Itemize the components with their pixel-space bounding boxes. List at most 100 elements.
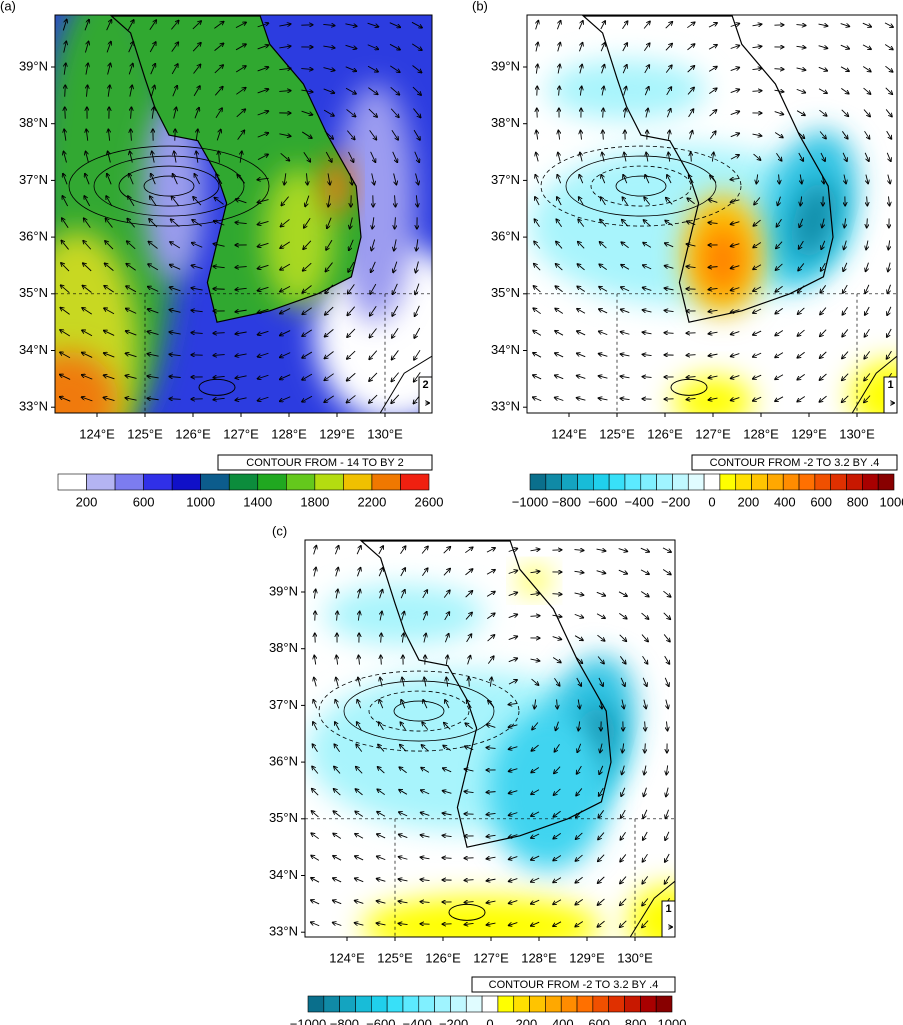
wind-vector	[355, 878, 364, 883]
wind-vector	[775, 308, 783, 313]
wind-vector	[731, 354, 740, 357]
wind-vector	[820, 307, 827, 315]
wind-vector	[194, 174, 200, 185]
wind-vector	[797, 373, 805, 379]
lon-label: 127°E	[695, 426, 731, 441]
wind-vector	[369, 372, 378, 381]
map-field	[305, 540, 675, 937]
wind-vector	[355, 789, 363, 796]
lat-label: 34°N	[19, 342, 48, 357]
colorbar-swatch	[529, 473, 547, 491]
wind-vector	[730, 45, 740, 49]
wind-vector	[416, 195, 417, 206]
wind-vector	[148, 242, 158, 249]
wind-vector	[377, 856, 386, 861]
wind-vector	[370, 306, 377, 315]
wind-vector	[621, 376, 630, 378]
lon-label: 126°E	[647, 426, 683, 441]
colorbar-label: −400	[403, 1016, 432, 1025]
wind-vector	[149, 219, 158, 228]
wind-vector	[301, 131, 312, 138]
wind-vector	[486, 792, 496, 793]
contour-line	[540, 145, 742, 227]
wind-vector	[820, 152, 825, 161]
wind-vector	[640, 547, 649, 552]
contour-line	[93, 155, 245, 217]
wind-vector	[192, 243, 203, 248]
wind-vector	[536, 130, 537, 140]
wind-vector	[644, 87, 648, 96]
wind-vector	[280, 241, 291, 248]
wind-vector	[412, 86, 421, 95]
wind-vector	[377, 789, 385, 796]
wind-vector	[412, 65, 422, 72]
wind-vector	[554, 766, 561, 774]
wind-vector	[400, 745, 407, 752]
colorbar-swatch	[592, 995, 609, 1013]
wind-vector	[445, 700, 450, 709]
wind-vector	[642, 898, 649, 905]
wind-vector	[621, 309, 630, 313]
wind-vector	[578, 721, 579, 730]
wind-vector	[624, 87, 627, 96]
wind-vector	[192, 220, 203, 227]
wind-vector	[104, 308, 115, 315]
wind-vector	[643, 288, 652, 291]
wind-vector	[841, 109, 849, 116]
wind-vector	[509, 857, 518, 860]
wind-vector	[219, 151, 220, 163]
wind-vector	[350, 217, 353, 228]
lat-label: 38°N	[19, 115, 48, 130]
wind-vector	[690, 131, 693, 140]
wind-vector	[345, 24, 356, 26]
wind-vector	[819, 109, 826, 116]
colorbar-label: 1000	[880, 494, 903, 509]
wind-vector	[842, 373, 849, 381]
wind-vector	[443, 791, 452, 794]
lat-label: 34°N	[491, 342, 520, 357]
wind-vector	[444, 723, 451, 730]
wind-vector	[191, 288, 203, 290]
field-patch	[546, 59, 707, 120]
colorbar-swatch	[307, 995, 325, 1013]
wind-vector	[641, 612, 649, 619]
wind-vector	[422, 590, 427, 599]
wind-vector	[258, 330, 269, 334]
wind-vector	[280, 374, 291, 380]
wind-vector	[301, 90, 312, 92]
wind-vector	[843, 284, 848, 293]
wind-vector	[820, 329, 827, 337]
wind-vector	[85, 174, 90, 185]
wind-vector	[257, 111, 269, 116]
colorbar-swatch	[703, 473, 721, 491]
colorbar-label: 1400	[243, 494, 272, 509]
wind-vector	[381, 633, 382, 643]
wind-vector	[380, 678, 382, 687]
colorbar-swatch	[339, 995, 356, 1013]
wind-vector	[841, 87, 848, 93]
colorbar-swatch	[402, 995, 420, 1013]
wind-vector	[599, 264, 607, 271]
wind-vector	[552, 636, 562, 640]
colorbar-label: 1000	[186, 494, 215, 509]
wind-vector	[281, 196, 289, 206]
wind-vector	[324, 373, 334, 381]
lat-label: 36°N	[269, 754, 298, 769]
wind-vector	[665, 266, 674, 269]
wind-vector	[358, 678, 360, 687]
wind-vector	[377, 923, 386, 925]
wind-vector	[598, 854, 605, 862]
wind-vector	[304, 218, 311, 227]
wind-vector	[378, 745, 385, 752]
wind-vector	[400, 568, 405, 577]
wind-vector	[508, 658, 517, 663]
wind-vector	[622, 43, 627, 52]
wind-vector	[752, 134, 762, 136]
lon-label: 125°E	[377, 950, 413, 965]
colorbar-swatch	[57, 473, 87, 491]
wind-vector	[235, 222, 247, 223]
wind-vector	[798, 285, 805, 293]
wind-vector	[378, 546, 383, 555]
wind-vector	[192, 265, 203, 270]
wind-vector	[775, 374, 784, 380]
